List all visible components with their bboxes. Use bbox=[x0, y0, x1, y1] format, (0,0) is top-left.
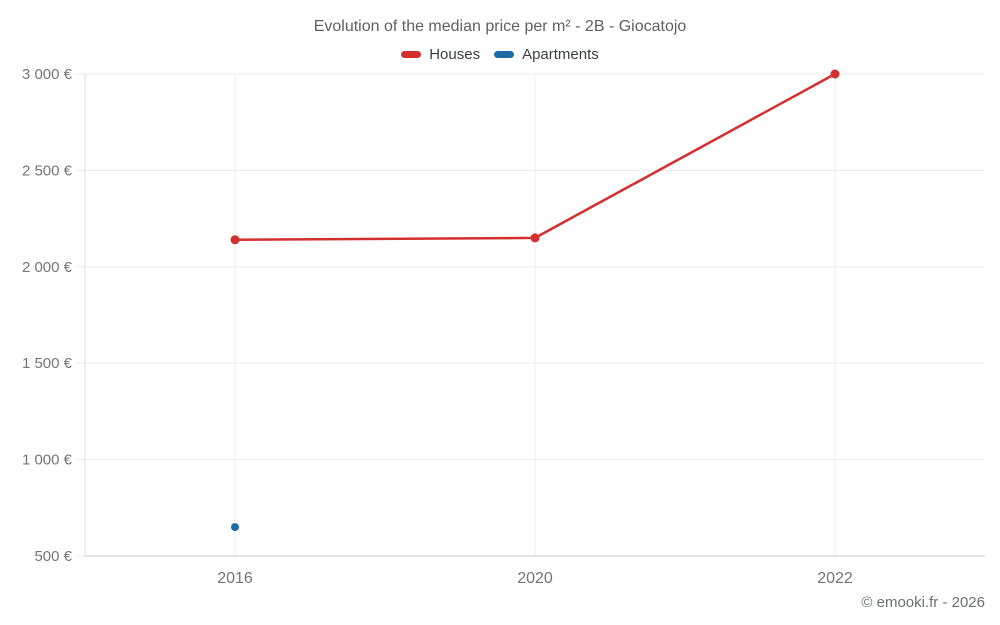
chart-title: Evolution of the median price per m² - 2… bbox=[313, 18, 687, 35]
copyright-note: © emooki.fr - 2026 bbox=[861, 594, 985, 611]
houses-point[interactable] bbox=[230, 235, 240, 245]
y-axis-label: 1 000 € bbox=[22, 452, 73, 469]
y-axis-label: 2 500 € bbox=[22, 162, 73, 179]
legend-label: Houses bbox=[429, 46, 481, 63]
x-axis-label: 2020 bbox=[517, 570, 553, 587]
y-axis-label: 1 500 € bbox=[22, 355, 73, 372]
legend-label: Apartments bbox=[522, 46, 599, 63]
houses-point[interactable] bbox=[830, 69, 840, 79]
apartments-point[interactable] bbox=[231, 523, 239, 532]
y-axis-label: 500 € bbox=[34, 548, 72, 565]
houses-point[interactable] bbox=[530, 233, 540, 243]
x-axis-label: 2016 bbox=[217, 570, 253, 587]
legend-item-houses[interactable]: Houses bbox=[401, 46, 480, 63]
y-axis-label: 2 000 € bbox=[22, 259, 73, 276]
x-axis-label: 2022 bbox=[817, 570, 853, 587]
houses-swatch-icon bbox=[401, 51, 422, 58]
apartments-swatch-icon bbox=[494, 51, 515, 58]
chart-legend: Houses Apartments bbox=[0, 46, 1000, 63]
legend-item-apartments[interactable]: Apartments bbox=[494, 46, 599, 63]
y-axis-label: 3 000 € bbox=[22, 66, 73, 83]
